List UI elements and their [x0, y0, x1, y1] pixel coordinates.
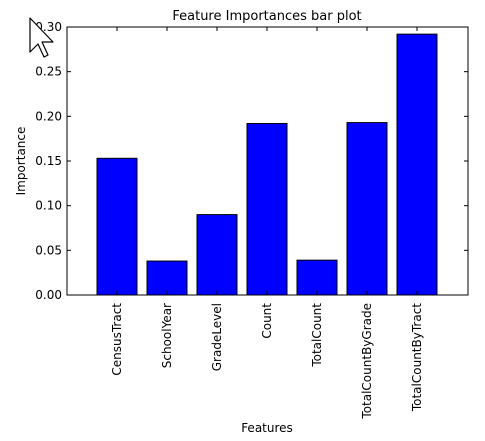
bar-SchoolYear [146, 260, 188, 296]
x-tick-label: SchoolYear [160, 303, 174, 368]
x-axis-label: Features [241, 421, 293, 435]
bar-Count [246, 122, 288, 296]
y-tick-label: 0.20 [35, 109, 62, 123]
y-tick-label: 0.15 [35, 154, 62, 168]
bar-TotalCountByTract [396, 33, 438, 296]
bar-TotalCountByGrade [346, 122, 388, 296]
chart-title: Feature Importances bar plot [172, 9, 361, 24]
bar-TotalCount [296, 259, 338, 296]
y-tick-label: 0.10 [35, 199, 62, 213]
mouse-pointer-icon [29, 17, 54, 58]
x-tick-label: TotalCountByTract [410, 303, 424, 412]
y-tick-label: 0.25 [35, 65, 62, 79]
x-tick-label: TotalCountByGrade [360, 303, 374, 420]
y-tick-label: 0.00 [35, 288, 62, 302]
y-tick-label: 0.05 [35, 243, 62, 257]
x-tick-label: CensusTract [110, 303, 124, 376]
y-axis-label: Importance [14, 127, 28, 196]
x-tick-label: Count [260, 303, 274, 339]
bar-GradeLevel [196, 214, 238, 296]
x-tick-label: TotalCount [310, 303, 324, 368]
x-tick-label: GradeLevel [210, 303, 224, 371]
bar-CensusTract [96, 157, 138, 296]
